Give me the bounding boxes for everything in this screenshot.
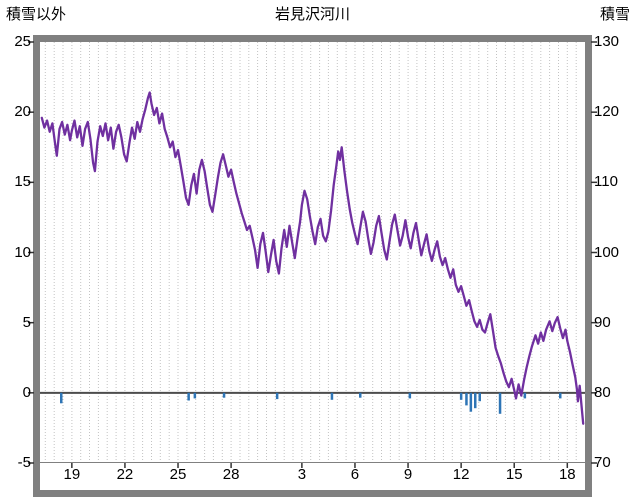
right-axis-title: 積雪 xyxy=(599,6,630,23)
chart-title: 岩見沢河川 xyxy=(274,6,350,23)
left-axis-title: 積雪以外 xyxy=(6,6,67,23)
